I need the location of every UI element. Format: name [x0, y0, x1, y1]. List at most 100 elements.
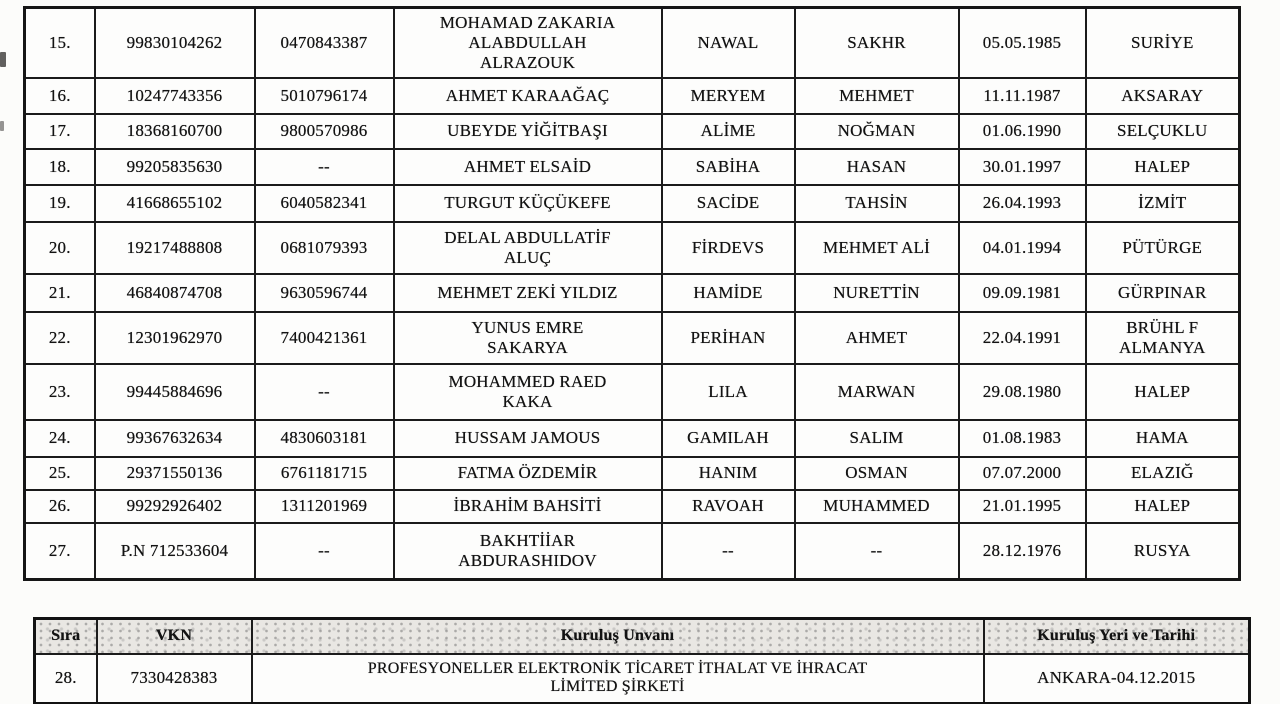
cell-name: DELAL ABDULLATİF ALUÇ — [392, 220, 663, 275]
cell-name: AHMET ELSAİD — [392, 147, 663, 186]
cell-mother: FİRDEVS — [660, 220, 796, 275]
cell-father: NURETTİN — [793, 272, 960, 313]
cell-id1: 99292926402 — [93, 488, 256, 524]
cell-name: FATMA ÖZDEMİR — [392, 455, 663, 491]
person-row: 24. 99367632634 4830603181 HUSSAM JAMOUS GAM… — [23, 418, 1241, 458]
cell-name: İBRAHİM BAHSİTİ — [392, 488, 663, 524]
person-row: 15. 99830104262 0470843387 MOHAMAD ZAKARIA … — [23, 6, 1241, 79]
cell-mother: PERİHAN — [660, 310, 796, 365]
cell-father: -- — [793, 521, 960, 581]
cell-birth-date: 11.11.1987 — [957, 76, 1087, 115]
person-row: 20. 19217488808 0681079393 DELAL ABDULLATİF… — [23, 220, 1241, 275]
cell-father: HASAN — [793, 147, 960, 186]
cell-father: NOĞMAN — [793, 112, 960, 150]
persons-table: 15. 99830104262 0470843387 MOHAMAD ZAKARIA … — [23, 6, 1241, 581]
cell-father: AHMET — [793, 310, 960, 365]
cell-no: 24. — [23, 418, 96, 458]
cell-name: BAKHTİİAR ABDURASHIDOV — [392, 521, 663, 581]
cell-birth-place: İZMİT — [1084, 183, 1241, 223]
cell-birth-place: HALEP — [1084, 362, 1241, 421]
cell-name: MOHAMAD ZAKARIA ALABDULLAH ALRAZOUK — [392, 6, 663, 79]
cell-birth-place: SURİYE — [1084, 6, 1241, 79]
cell-id2: 1311201969 — [253, 488, 395, 524]
cell-id1: 12301962970 — [93, 310, 256, 365]
cell-father: MEHMET — [793, 76, 960, 115]
person-row: 27. P.N 712533604 -- BAKHTİİAR ABDURASHIDOV… — [23, 521, 1241, 581]
cell-id1: 19217488808 — [93, 220, 256, 275]
cell-name: HUSSAM JAMOUS — [392, 418, 663, 458]
cell-birth-place: HALEP — [1084, 147, 1241, 186]
person-row: 19. 41668655102 6040582341 TURGUT KÜÇÜKEFE S… — [23, 183, 1241, 223]
cell-id2: 9800570986 — [253, 112, 395, 150]
cell-vkn: 7330428383 — [95, 652, 253, 704]
cell-no: 26. — [23, 488, 96, 524]
cell-mother: RAVOAH — [660, 488, 796, 524]
cell-no: 17. — [23, 112, 96, 150]
cell-birth-date: 29.08.1980 — [957, 362, 1087, 421]
cell-name: YUNUS EMRE SAKARYA — [392, 310, 663, 365]
cell-no: 16. — [23, 76, 96, 115]
cell-id2: 5010796174 — [253, 76, 395, 115]
cell-father: MUHAMMED — [793, 488, 960, 524]
cell-name: UBEYDE YİĞİTBAŞI — [392, 112, 663, 150]
cell-id1: 99205835630 — [93, 147, 256, 186]
cell-birth-place: PÜTÜRGE — [1084, 220, 1241, 275]
cell-no: 21. — [23, 272, 96, 313]
cell-birth-place: HALEP — [1084, 488, 1241, 524]
cell-no: 15. — [23, 6, 96, 79]
cell-birth-date: 22.04.1991 — [957, 310, 1087, 365]
cell-birth-date: 04.01.1994 — [957, 220, 1087, 275]
cell-no: 22. — [23, 310, 96, 365]
cell-birth-place: GÜRPINAR — [1084, 272, 1241, 313]
cell-mother: -- — [660, 521, 796, 581]
cell-no: 20. — [23, 220, 96, 275]
cell-father: MEHMET ALİ — [793, 220, 960, 275]
cell-yer: ANKARA-04.12.2015 — [982, 652, 1251, 704]
cell-id2: 0470843387 — [253, 6, 395, 79]
cell-name: MEHMET ZEKİ YILDIZ — [392, 272, 663, 313]
cell-father: SALIM — [793, 418, 960, 458]
cell-birth-place: RUSYA — [1084, 521, 1241, 581]
cell-mother: HAMİDE — [660, 272, 796, 313]
header-kurulus-unvani: Kuruluş Unvanı — [250, 617, 985, 655]
cell-birth-place: AKSARAY — [1084, 76, 1241, 115]
person-row: 17. 18368160700 9800570986 UBEYDE YİĞİTBAŞI… — [23, 112, 1241, 150]
cell-id1: 99367632634 — [93, 418, 256, 458]
cell-father: MARWAN — [793, 362, 960, 421]
person-row: 18. 99205835630 -- AHMET ELSAİD SABİHA HASAN 3… — [23, 147, 1241, 186]
cell-id2: 9630596744 — [253, 272, 395, 313]
cell-birth-place: SELÇUKLU — [1084, 112, 1241, 150]
cell-name: TURGUT KÜÇÜKEFE — [392, 183, 663, 223]
cell-id1: 41668655102 — [93, 183, 256, 223]
scan-artifact — [0, 52, 6, 67]
cell-no: 27. — [23, 521, 96, 581]
person-row: 26. 99292926402 1311201969 İBRAHİM BAHSİTİ R… — [23, 488, 1241, 524]
cell-mother: LILA — [660, 362, 796, 421]
cell-birth-place: HAMA — [1084, 418, 1241, 458]
cell-birth-date: 28.12.1976 — [957, 521, 1087, 581]
cell-birth-date: 09.09.1981 — [957, 272, 1087, 313]
company-row: 28. 7330428383 PROFESYONELLER ELEKTRONİK T… — [33, 652, 1251, 704]
cell-birth-date: 01.08.1983 — [957, 418, 1087, 458]
cell-birth-date: 05.05.1985 — [957, 6, 1087, 79]
cell-id2: -- — [253, 147, 395, 186]
cell-mother: ALİME — [660, 112, 796, 150]
header-sira: Sıra — [33, 617, 98, 655]
cell-id2: 6761181715 — [253, 455, 395, 491]
cell-birth-place: ELAZIĞ — [1084, 455, 1241, 491]
cell-birth-date: 26.04.1993 — [957, 183, 1087, 223]
cell-birth-date: 01.06.1990 — [957, 112, 1087, 150]
cell-id1: 99445884696 — [93, 362, 256, 421]
cell-sira: 28. — [33, 652, 98, 704]
cell-name: MOHAMMED RAED KAKA — [392, 362, 663, 421]
header-kurulus-yeri-ve-tarihi: Kuruluş Yeri ve Tarihi — [982, 617, 1251, 655]
cell-id2: 0681079393 — [253, 220, 395, 275]
person-row: 22. 12301962970 7400421361 YUNUS EMRE SAKAR… — [23, 310, 1241, 365]
company-header-row: Sıra VKN Kuruluş Unvanı Kuruluş Yeri ve … — [33, 617, 1251, 655]
cell-birth-place: BRÜHL F ALMANYA — [1084, 310, 1241, 365]
cell-mother: SABİHA — [660, 147, 796, 186]
cell-birth-date: 07.07.2000 — [957, 455, 1087, 491]
cell-id2: 4830603181 — [253, 418, 395, 458]
cell-id1: 46840874708 — [93, 272, 256, 313]
cell-id2: -- — [253, 521, 395, 581]
